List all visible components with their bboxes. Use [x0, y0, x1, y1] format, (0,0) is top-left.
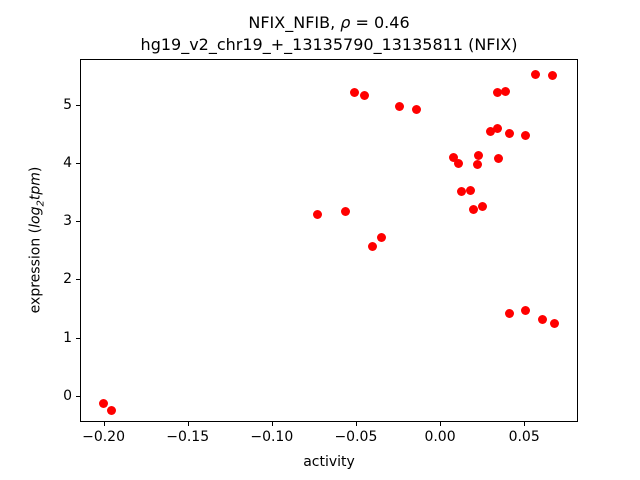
data-point: [359, 91, 369, 101]
data-point: [376, 232, 386, 242]
x-tick: [271, 422, 273, 426]
y-axis-label-prefix: expression (: [27, 227, 44, 314]
y-tick: [76, 221, 80, 223]
data-point: [477, 202, 487, 212]
data-point: [492, 123, 502, 133]
y-tick-label: 4: [63, 155, 72, 172]
data-point: [504, 128, 514, 138]
x-tick: [440, 422, 442, 426]
x-tick: [187, 422, 189, 426]
data-point: [538, 314, 548, 324]
data-point: [494, 153, 504, 163]
data-point: [474, 151, 484, 161]
data-point: [469, 205, 479, 215]
x-tick: [524, 422, 526, 426]
y-tick-label: 0: [63, 387, 72, 404]
data-point: [548, 70, 558, 80]
data-point: [395, 102, 405, 112]
x-tick-label: 0.05: [508, 429, 540, 445]
data-point: [492, 88, 502, 98]
chart-title-line1: NFIX_NFIB, ρ = 0.46: [80, 12, 578, 34]
x-tick-label: −0.05: [334, 429, 378, 445]
y-tick-label: 1: [63, 329, 72, 346]
title-gene-pair: NFIX_NFIB,: [248, 13, 341, 32]
data-point: [411, 104, 421, 114]
data-point: [521, 130, 531, 140]
x-tick: [355, 422, 357, 426]
data-point: [454, 158, 464, 168]
data-point: [341, 206, 351, 216]
x-tick-label: −0.15: [166, 429, 210, 445]
title-rho-symbol: ρ: [340, 13, 351, 32]
y-tick-label: 2: [63, 271, 72, 288]
data-point: [472, 159, 482, 169]
chart-title: NFIX_NFIB, ρ = 0.46 hg19_v2_chr19_+_1313…: [80, 12, 578, 56]
y-axis-label-suffix: ): [27, 166, 44, 173]
data-point: [521, 305, 531, 315]
data-point: [107, 406, 117, 416]
x-tick: [103, 422, 105, 426]
data-point: [501, 87, 511, 97]
data-point: [368, 241, 378, 251]
title-rho-value: = 0.46: [350, 13, 410, 32]
data-point: [99, 398, 109, 408]
data-point: [312, 209, 322, 219]
y-axis-label-math: log2tpm: [27, 172, 47, 228]
y-tick-label: 3: [63, 213, 72, 230]
y-tick: [76, 163, 80, 165]
data-point: [549, 318, 559, 328]
x-tick-label: −0.20: [82, 429, 125, 445]
y-tick: [76, 279, 80, 281]
data-point: [531, 69, 541, 79]
y-axis-label-tpm: tpm: [27, 172, 44, 201]
x-tick-label: −0.10: [250, 429, 294, 445]
y-tick: [76, 337, 80, 339]
y-tick-label: 5: [63, 96, 72, 113]
chart-title-line2: hg19_v2_chr19_+_13135790_13135811 (NFIX): [140, 35, 518, 54]
y-axis-label-log: log: [27, 206, 44, 228]
y-axis-label: expression (log2tpm): [28, 167, 47, 314]
plot-area: [80, 59, 578, 422]
y-axis-label-sub2: 2: [35, 200, 47, 207]
data-point: [457, 187, 467, 197]
data-point: [465, 185, 475, 195]
data-point: [349, 88, 359, 98]
x-axis-label: activity: [303, 454, 355, 470]
y-tick: [76, 104, 80, 106]
data-point: [486, 127, 495, 137]
data-point: [449, 152, 458, 162]
data-point: [504, 308, 514, 318]
x-tick-label: 0.00: [424, 429, 456, 445]
y-tick: [76, 395, 80, 397]
